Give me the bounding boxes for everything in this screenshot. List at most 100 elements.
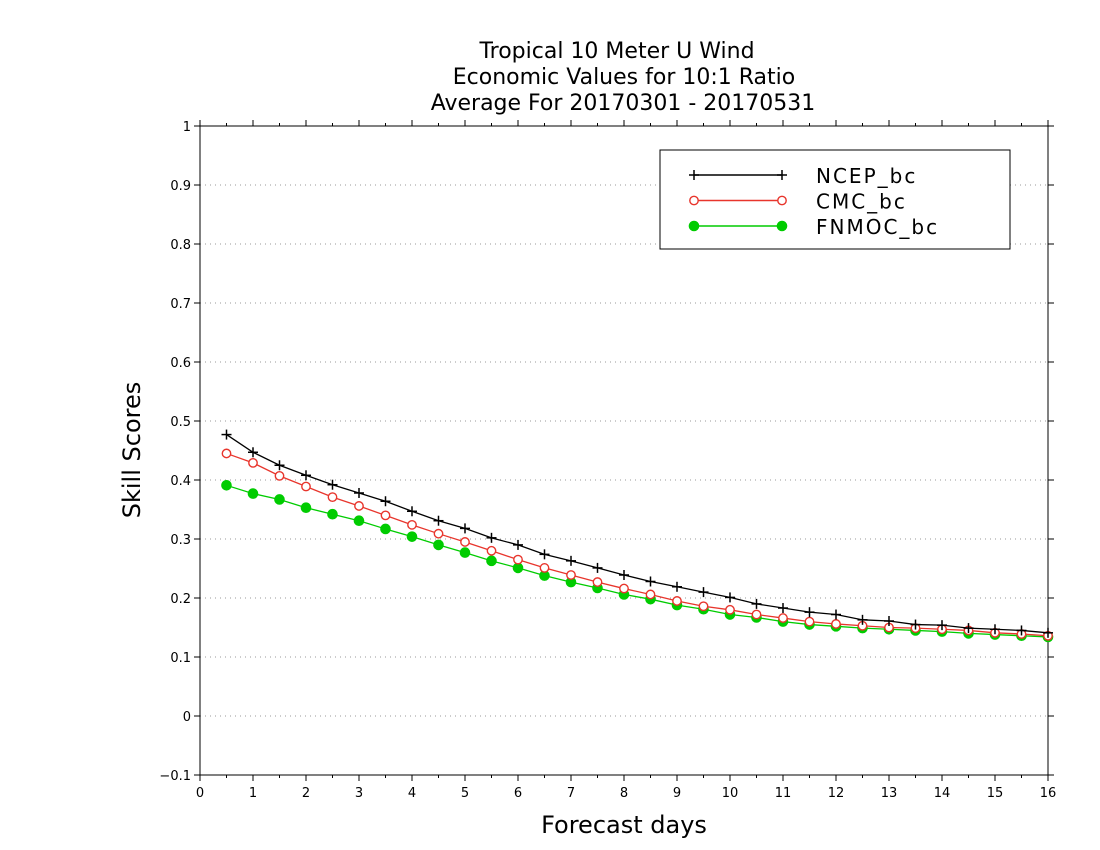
series-line-cmc-bc: [226, 452, 1049, 637]
data-point-fnmoc-bc: [380, 523, 391, 535]
legend-marker: [776, 220, 788, 232]
data-point-ncep-bc: [910, 619, 921, 630]
x-axis-label: Forecast days: [541, 811, 707, 839]
data-point-ncep-bc: [990, 624, 1000, 635]
chart-title-line-2: Economic Values for 10:1 Ratio: [453, 65, 795, 90]
y-tick-label: 0.7: [170, 297, 191, 312]
data-point-ncep-bc: [274, 460, 285, 471]
y-tick-label: 0.4: [170, 474, 191, 489]
data-point-fnmoc-bc: [353, 515, 365, 527]
data-point-cmc-bc: [327, 492, 338, 503]
data-point-fnmoc-bc: [459, 547, 471, 558]
data-point-ncep-bc: [645, 576, 656, 587]
y-tick-label: 1: [183, 120, 191, 135]
x-tick-label: 5: [461, 786, 469, 801]
axis-ticks: [194, 120, 1054, 781]
series-ncep-bc: [221, 429, 1053, 638]
data-point-fnmoc-bc: [247, 488, 259, 499]
chart-title: Tropical 10 Meter U Wind Economic Values…: [431, 39, 816, 116]
data-point-ncep-bc: [248, 447, 258, 458]
y-tick-label: 0.9: [170, 179, 191, 194]
x-axis-tick-labels: 0 1 2 3 4 5 6 7 8 9 10 11 12 13 14 15 16: [196, 786, 1056, 801]
data-point-ncep-bc: [513, 539, 523, 550]
data-point-ncep-bc: [831, 609, 841, 620]
x-tick-label: 11: [775, 786, 792, 801]
data-point-cmc-bc: [751, 609, 762, 620]
data-point-cmc-bc: [433, 528, 444, 539]
data-point-ncep-bc: [354, 487, 364, 498]
legend-marker: [689, 170, 699, 180]
series-fnmoc-bc: [221, 480, 1054, 643]
data-point-cmc-bc: [566, 570, 576, 580]
y-tick-label: 0.2: [170, 592, 191, 607]
x-tick-label: 16: [1040, 786, 1057, 801]
x-tick-label: 15: [987, 786, 1004, 801]
x-tick-label: 4: [408, 786, 416, 801]
x-tick-label: 1: [249, 786, 257, 801]
data-point-ncep-bc: [857, 614, 868, 625]
x-tick-label: 14: [934, 786, 951, 801]
data-point-cmc-bc: [380, 510, 391, 521]
x-tick-label: 6: [514, 786, 522, 801]
series-line-ncep-bc: [226, 434, 1049, 634]
y-axis-label: Skill Scores: [118, 382, 146, 519]
x-tick-label: 13: [881, 786, 898, 801]
data-point-ncep-bc: [725, 592, 735, 603]
data-point-ncep-bc: [937, 620, 947, 631]
y-tick-label: 0.3: [170, 533, 191, 548]
data-point-fnmoc-bc: [486, 555, 497, 567]
legend-item-cmc-bc: CMC_bc: [689, 190, 907, 214]
legend-label: CMC_bc: [816, 190, 907, 214]
data-point-ncep-bc: [804, 607, 815, 618]
legend-label: NCEP_bc: [816, 164, 917, 188]
legend-item-ncep-bc: NCEP_bc: [689, 164, 917, 188]
data-point-fnmoc-bc: [300, 502, 312, 514]
legend-marker: [777, 170, 787, 180]
legend-marker: [689, 195, 699, 206]
data-series: [221, 429, 1054, 643]
data-point-ncep-bc: [698, 587, 709, 598]
data-point-cmc-bc: [619, 583, 629, 594]
data-point-ncep-bc: [751, 598, 762, 609]
data-point-fnmoc-bc: [406, 531, 418, 542]
gridlines: [200, 184, 1048, 717]
legend-box: [659, 149, 1011, 250]
data-point-ncep-bc: [460, 523, 470, 534]
y-tick-label: 0.8: [170, 238, 191, 253]
data-point-ncep-bc: [1016, 625, 1027, 636]
data-point-cmc-bc: [539, 563, 550, 573]
chart-title-line-3: Average For 20170301 - 20170531: [431, 91, 816, 116]
data-point-ncep-bc: [566, 555, 576, 566]
legend-marker: [777, 195, 787, 206]
data-point-cmc-bc: [248, 457, 258, 468]
data-point-fnmoc-bc: [327, 508, 338, 520]
data-point-ncep-bc: [380, 496, 391, 507]
chart-title-line-1: Tropical 10 Meter U Wind: [478, 39, 754, 64]
data-point-cmc-bc: [592, 577, 603, 587]
data-point-ncep-bc: [486, 532, 497, 543]
data-point-cmc-bc: [274, 470, 285, 481]
x-tick-label: 9: [673, 786, 681, 801]
data-point-cmc-bc: [486, 545, 497, 556]
legend-marker: [688, 220, 700, 232]
legend-item-fnmoc-bc: FNMOC_bc: [688, 215, 937, 239]
data-point-ncep-bc: [619, 569, 629, 580]
data-point-ncep-bc: [407, 506, 417, 517]
data-point-fnmoc-bc: [221, 480, 232, 491]
data-point-ncep-bc: [884, 616, 894, 627]
y-tick-label: 0.5: [170, 415, 191, 430]
data-point-cmc-bc: [831, 619, 841, 629]
data-point-fnmoc-bc: [433, 539, 444, 551]
data-point-ncep-bc: [672, 581, 682, 592]
series-line-fnmoc-bc: [226, 484, 1049, 638]
data-point-cmc-bc: [221, 448, 232, 459]
data-point-cmc-bc: [513, 554, 523, 565]
data-point-cmc-bc: [672, 596, 682, 606]
data-point-cmc-bc: [725, 604, 735, 615]
data-point-ncep-bc: [592, 562, 603, 573]
data-point-cmc-bc: [301, 481, 311, 492]
data-point-ncep-bc: [301, 470, 311, 481]
data-point-cmc-bc: [407, 519, 417, 530]
